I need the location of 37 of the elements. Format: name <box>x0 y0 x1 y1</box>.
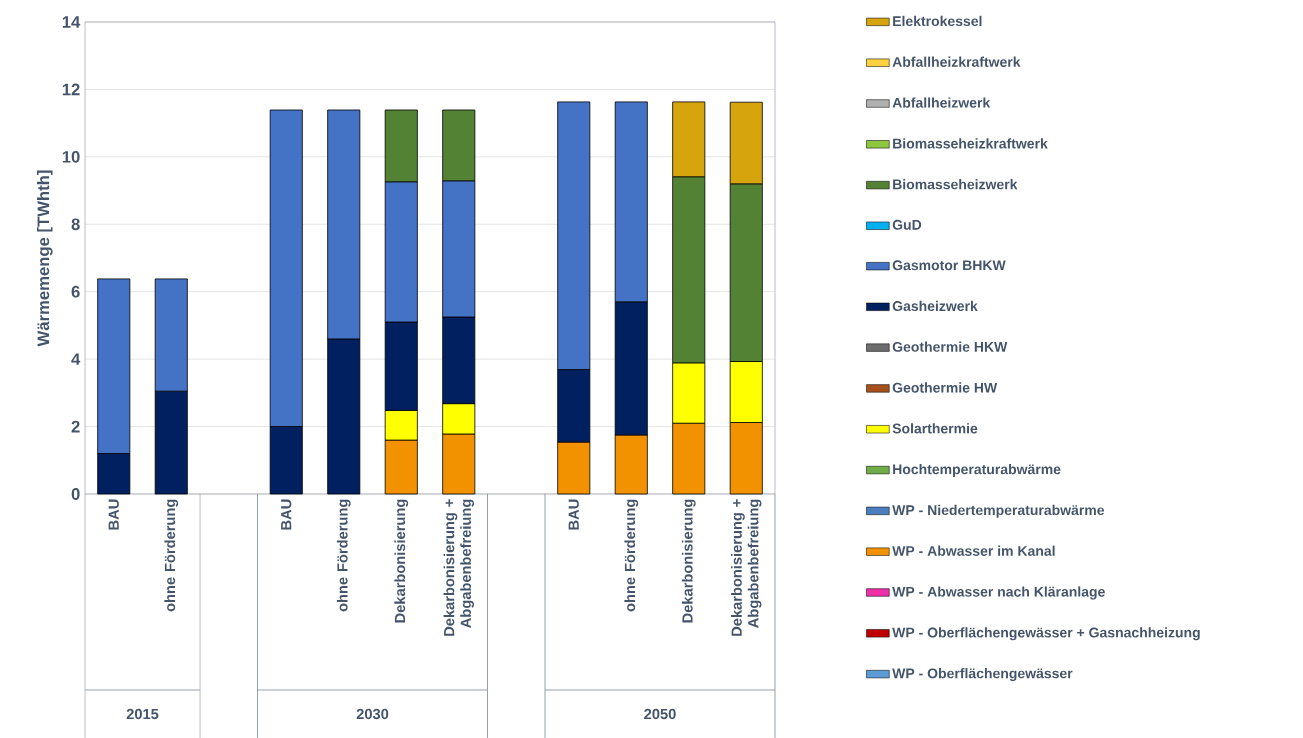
y-tick-label: 6 <box>71 285 80 298</box>
legend-label: Geothermie HW <box>892 382 998 393</box>
y-tick-label: 2 <box>71 420 80 433</box>
text: 2050 <box>644 708 676 720</box>
legend-label: Hochtemperaturabwärme <box>893 463 1061 478</box>
legend-label: Abfallheizkraftwerk <box>892 56 1021 67</box>
legend-label: Gasheizwerk <box>892 300 978 312</box>
x-tick-label: ohne Förderung <box>336 499 351 612</box>
text: 2015 <box>126 708 159 720</box>
y-tick-label: 8 <box>71 218 80 231</box>
y-axis-title: Wärmemenge [TWhth] <box>36 170 53 347</box>
y-tick-label: 0 <box>71 488 80 500</box>
legend-label: WP - Oberflächengewässer + Gasnachheizung <box>892 627 1200 641</box>
legend-label: Biomasseheizwerk <box>893 179 1018 190</box>
legend-label: WP - Abwasser nach Kläranlage <box>892 586 1105 600</box>
y-tick-label: 10 <box>62 150 80 163</box>
x-tick-label: BAU <box>568 499 579 530</box>
legend-label: Biomasseheizkraftwerk <box>893 138 1048 149</box>
legend-label: Abfallheizwerk <box>892 97 991 108</box>
legend-label: GuD <box>892 219 922 230</box>
x-tick-label: BAU <box>281 499 292 530</box>
y-tick-label: 12 <box>62 83 80 96</box>
y-tick-label: 14 <box>62 16 81 28</box>
x-tick-label: Dekarbonisierung <box>681 499 696 623</box>
text: 2030 <box>356 708 389 720</box>
legend-label: WP - Abwasser im Kanal <box>892 545 1055 556</box>
x-tick-label: Dekarbonisierung <box>394 499 409 623</box>
legend-label: Gasmotor BHKW <box>892 260 1006 271</box>
x-tick-label: BAU <box>108 499 119 530</box>
legend-label: WP - Oberflächengewässer <box>892 668 1073 682</box>
legend-label: Elektrokessel <box>893 15 982 27</box>
legend-label: WP - Niedertemperaturabwärme <box>892 504 1105 518</box>
y-tick-label: 4 <box>71 353 81 365</box>
x-tick-label: ohne Förderung <box>624 499 639 612</box>
legend-label: Solarthermie <box>892 423 978 434</box>
legend-label: Geothermie HKW <box>892 341 1008 352</box>
x-tick-label: ohne Förderung <box>164 499 179 612</box>
